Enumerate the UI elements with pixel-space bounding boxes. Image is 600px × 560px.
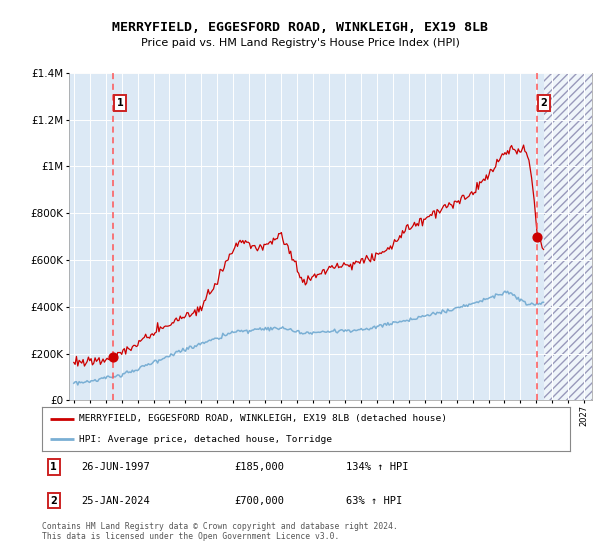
Bar [544,73,592,400]
Text: HPI: Average price, detached house, Torridge: HPI: Average price, detached house, Torr… [79,435,332,444]
Text: 25-JAN-2024: 25-JAN-2024 [82,496,151,506]
Bar [544,73,592,400]
Text: £185,000: £185,000 [235,462,285,472]
Text: Contains HM Land Registry data © Crown copyright and database right 2024.
This d: Contains HM Land Registry data © Crown c… [42,522,398,542]
Text: 1: 1 [50,462,57,472]
Point [109,353,118,362]
Text: 134% ↑ HPI: 134% ↑ HPI [346,462,408,472]
Text: 26-JUN-1997: 26-JUN-1997 [82,462,151,472]
Point [533,232,542,241]
Text: 2: 2 [541,98,547,108]
Text: £700,000: £700,000 [235,496,285,506]
Text: 63% ↑ HPI: 63% ↑ HPI [346,496,402,506]
Text: MERRYFIELD, EGGESFORD ROAD, WINKLEIGH, EX19 8LB: MERRYFIELD, EGGESFORD ROAD, WINKLEIGH, E… [112,21,488,34]
Text: 2: 2 [50,496,57,506]
Text: 1: 1 [116,98,123,108]
Text: Price paid vs. HM Land Registry's House Price Index (HPI): Price paid vs. HM Land Registry's House … [140,38,460,48]
Text: MERRYFIELD, EGGESFORD ROAD, WINKLEIGH, EX19 8LB (detached house): MERRYFIELD, EGGESFORD ROAD, WINKLEIGH, E… [79,414,447,423]
